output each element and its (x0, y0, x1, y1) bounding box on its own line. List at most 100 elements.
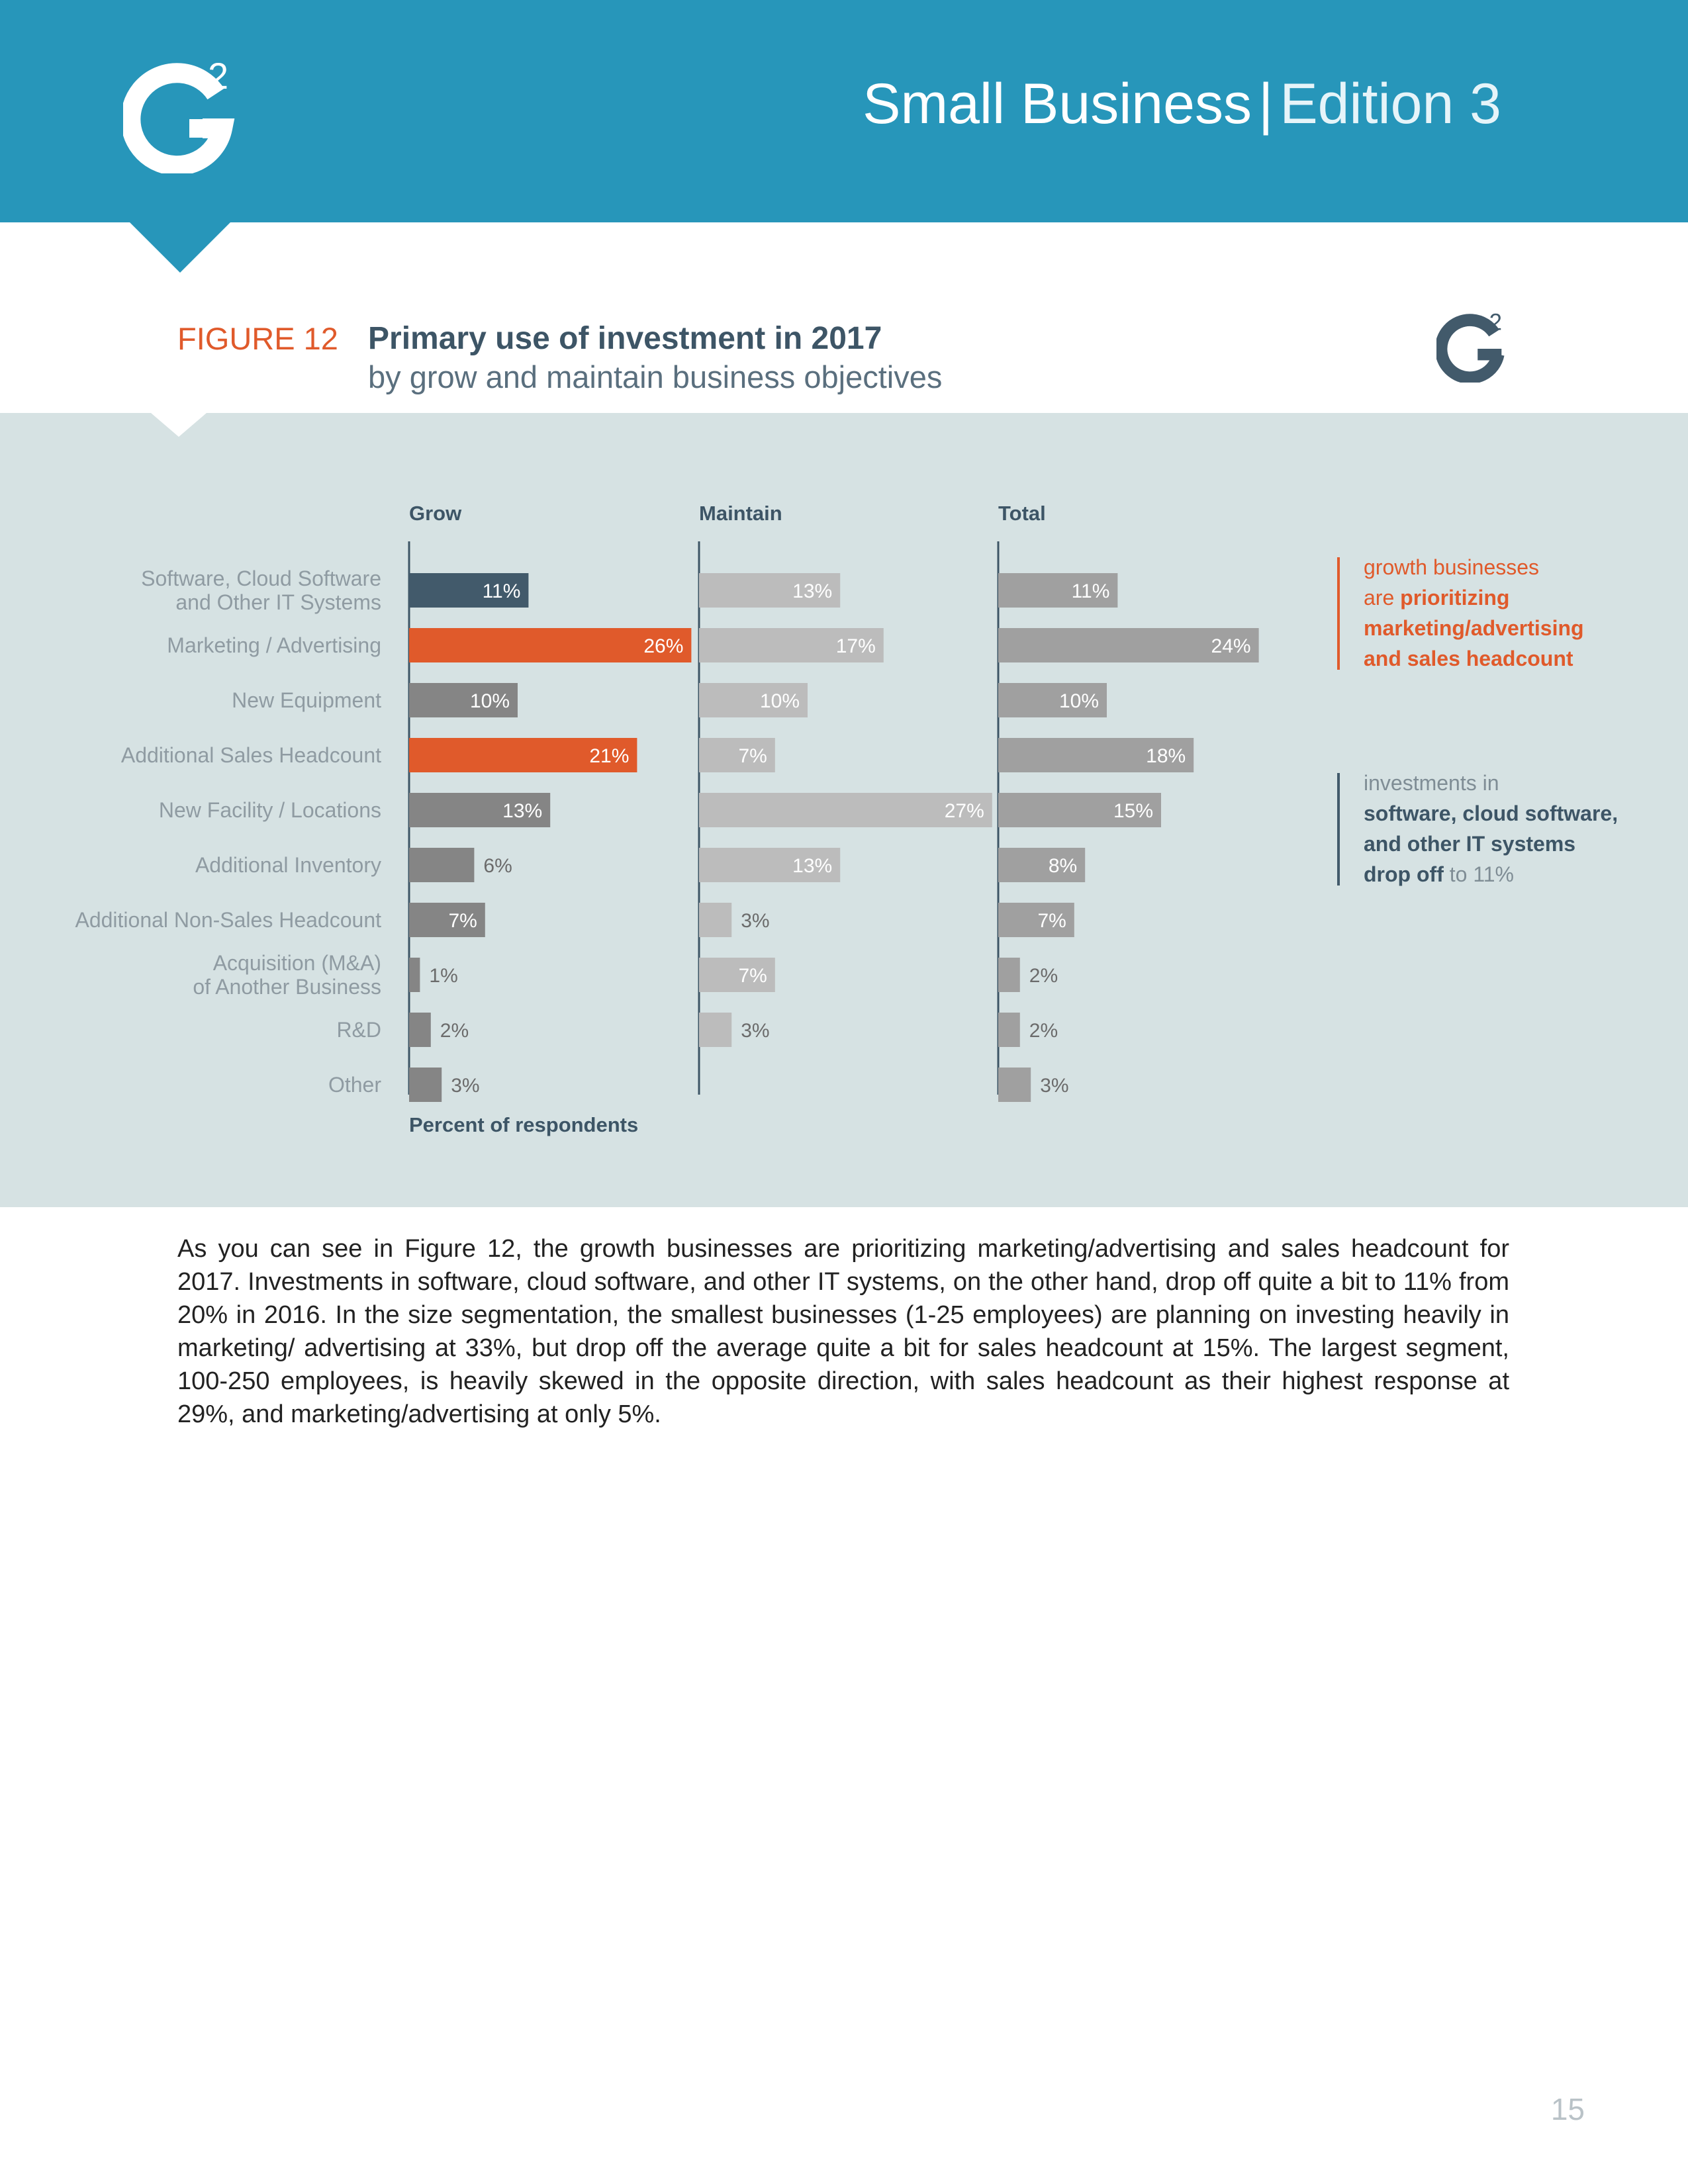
data-label-maintain: 3% (741, 1020, 769, 1042)
data-label-maintain: 27% (945, 800, 984, 822)
category-label: Additional Inventory (195, 853, 381, 877)
bar-maintain (699, 903, 732, 937)
bar-grow (409, 848, 475, 882)
x-axis-label: Percent of respondents (409, 1113, 638, 1136)
bar-maintain (699, 683, 808, 717)
bar-total (998, 738, 1194, 772)
data-label-grow: 3% (451, 1075, 479, 1097)
bar-total (998, 573, 1118, 608)
figure-title: Primary use of investment in 2017 (368, 321, 882, 356)
g2-logo-superscript: 2 (208, 55, 228, 97)
data-label-maintain: 13% (792, 855, 832, 877)
callout-software-line4-bold: drop off (1364, 862, 1444, 886)
bar-maintain (699, 793, 992, 827)
series-header-maintain: Maintain (699, 502, 782, 525)
bar-grow (409, 1068, 442, 1102)
bar-total (998, 848, 1086, 882)
data-label-maintain: 3% (741, 910, 769, 932)
bar-grow (409, 958, 420, 992)
category-label: of Another Business (193, 975, 381, 999)
callout-growth-line4: and sales headcount (1364, 647, 1573, 670)
bar-total (998, 903, 1074, 937)
callout-growth-line3: marketing/advertising (1364, 616, 1584, 640)
bar-maintain (699, 738, 775, 772)
bar-grow (409, 738, 637, 772)
data-label-grow: 21% (589, 745, 629, 767)
data-label-total: 18% (1146, 745, 1186, 767)
data-label-maintain: 13% (792, 580, 832, 602)
category-label: and Other IT Systems (175, 590, 381, 614)
data-label-grow: 26% (643, 635, 683, 657)
category-label: New Facility / Locations (159, 798, 381, 822)
data-label-maintain: 7% (738, 745, 767, 767)
category-label: Acquisition (M&A) (213, 951, 381, 975)
series-header-total: Total (998, 502, 1046, 525)
series-header-grow: Grow (409, 502, 462, 525)
category-label: R&D (336, 1018, 381, 1042)
callout-growth-line2-bold: prioritizing (1400, 586, 1510, 610)
panel-pointer (151, 413, 207, 437)
data-label-total: 11% (1072, 580, 1110, 602)
callout-software-line3: and other IT systems (1364, 832, 1576, 856)
g2-logo-small-superscript: 2 (1489, 309, 1502, 335)
category-label: New Equipment (232, 688, 381, 712)
data-label-total: 3% (1040, 1075, 1068, 1097)
callout-growth-line2: are (1364, 586, 1401, 610)
bar-grow (409, 903, 485, 937)
data-label-grow: 6% (483, 855, 512, 877)
bar-maintain (699, 628, 884, 662)
data-label-grow: 1% (429, 965, 457, 987)
bar-total (998, 958, 1020, 992)
report-title: Small Business | Edition 3 (863, 71, 1501, 137)
body-paragraph: As you can see in Figure 12, the growth … (177, 1235, 1509, 1428)
bar-maintain (699, 573, 841, 608)
data-label-grow: 10% (470, 690, 510, 712)
bar-maintain (699, 1013, 732, 1047)
callout-growth: growth businesses are prioritizing marke… (1364, 552, 1655, 674)
callout-software-line1: investments in (1364, 771, 1499, 795)
bar-grow (409, 793, 551, 827)
report-title-main: Small Business (863, 72, 1252, 136)
data-label-total: 10% (1059, 690, 1099, 712)
data-label-maintain: 17% (836, 635, 876, 657)
data-label-total: 2% (1029, 965, 1058, 987)
bar-grow (409, 1013, 431, 1047)
bar-grow (409, 628, 692, 662)
data-label-grow: 11% (483, 580, 521, 602)
callout-growth-bar (1337, 557, 1340, 670)
callout-growth-line1: growth businesses (1364, 555, 1540, 579)
header-banner (0, 0, 1688, 222)
data-label-grow: 7% (448, 910, 477, 932)
data-label-total: 2% (1029, 1020, 1058, 1042)
category-label: Additional Sales Headcount (121, 743, 381, 767)
figure-label: FIGURE 12 (177, 321, 338, 356)
data-label-total: 7% (1037, 910, 1066, 932)
bar-total (998, 1013, 1020, 1047)
category-label: Other (328, 1073, 381, 1097)
bar-total (998, 683, 1107, 717)
page-number: 15 (1550, 2092, 1585, 2126)
header-pointer (130, 222, 230, 273)
bar-total (998, 793, 1161, 827)
bar-total (998, 1068, 1031, 1102)
bar-maintain (699, 848, 841, 882)
data-label-grow: 13% (502, 800, 542, 822)
g2-logo: 2 (123, 55, 235, 173)
report-edition: Edition 3 (1280, 72, 1501, 136)
bar-grow (409, 683, 518, 717)
callout-software: investments in software, cloud software,… (1364, 768, 1668, 889)
callout-software-bar (1337, 773, 1340, 886)
category-label: Marketing / Advertising (167, 633, 381, 657)
bar-maintain (699, 958, 775, 992)
category-label: Additional Non-Sales Headcount (75, 908, 381, 932)
g2-logo-small: 2 (1436, 309, 1505, 383)
bar-total (998, 628, 1259, 662)
data-label-maintain: 10% (760, 690, 800, 712)
category-label: Software, Cloud Software (141, 567, 381, 590)
title-separator: | (1258, 72, 1274, 136)
callout-software-line2: software, cloud software, (1364, 801, 1618, 825)
callout-software-line4: to 11% (1443, 862, 1514, 886)
figure-subtitle: by grow and maintain business objectives (368, 359, 943, 394)
bar-chart: Grow Maintain Total Software, Cloud Softwar… (75, 502, 1259, 1136)
bar-grow (409, 573, 529, 608)
